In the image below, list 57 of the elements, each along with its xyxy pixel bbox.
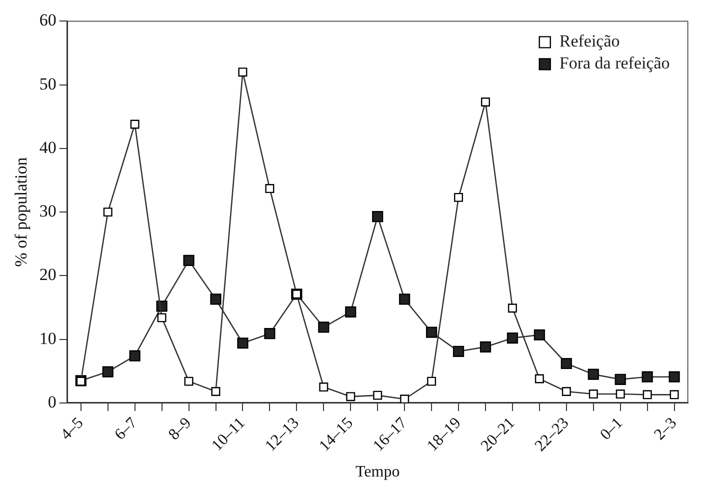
- point: [560, 358, 572, 370]
- point: [372, 210, 384, 222]
- y-tick-label: 20: [39, 265, 56, 284]
- point: [588, 368, 599, 380]
- x-axis-title: Tempo: [356, 464, 400, 481]
- point: [427, 376, 436, 386]
- point: [237, 338, 248, 349]
- x-tick-label: 6–7: [112, 414, 141, 444]
- point: [264, 328, 276, 340]
- point: [642, 371, 653, 382]
- point: [670, 390, 679, 400]
- point: [480, 341, 492, 352]
- point: [668, 371, 680, 382]
- point: [238, 68, 248, 77]
- y-tick-label: 0: [48, 392, 56, 412]
- point: [534, 374, 544, 384]
- point: [319, 382, 328, 392]
- legend-label: Refeição: [559, 32, 620, 51]
- point: [614, 374, 626, 385]
- point: [400, 394, 410, 403]
- point: [642, 390, 652, 400]
- x-tick-label: 8–9: [166, 414, 195, 444]
- point: [399, 294, 410, 305]
- point: [508, 304, 517, 313]
- point: [210, 294, 222, 305]
- point: [183, 254, 194, 266]
- y-tick-label: 10: [39, 328, 56, 348]
- y-tick-label: 60: [39, 10, 56, 30]
- point: [454, 192, 464, 202]
- point: [318, 322, 330, 333]
- point: [534, 329, 545, 340]
- point: [184, 376, 194, 386]
- legend-label: Fora da refeição: [559, 54, 670, 73]
- point: [102, 366, 114, 378]
- y-tick-label: 50: [39, 74, 56, 94]
- point: [130, 120, 140, 129]
- y-axis-title: % of population: [12, 156, 31, 267]
- point: [452, 346, 464, 357]
- point: [616, 390, 625, 399]
- point: [211, 387, 220, 396]
- y-tick-label: 40: [39, 138, 56, 157]
- point: [562, 387, 571, 396]
- point: [103, 208, 112, 217]
- point: [157, 313, 166, 322]
- point: [345, 306, 356, 318]
- point: [346, 392, 356, 402]
- point: [129, 350, 140, 362]
- point: [426, 326, 438, 338]
- point: [265, 184, 274, 194]
- point: [588, 390, 598, 399]
- x-tick-label: 2–3: [651, 414, 680, 444]
- y-tick-label: 30: [39, 202, 56, 221]
- point: [373, 390, 382, 400]
- point: [481, 98, 490, 106]
- x-tick-label: 0–1: [597, 414, 626, 444]
- x-tick-label: 4–5: [58, 414, 87, 444]
- point: [506, 332, 518, 344]
